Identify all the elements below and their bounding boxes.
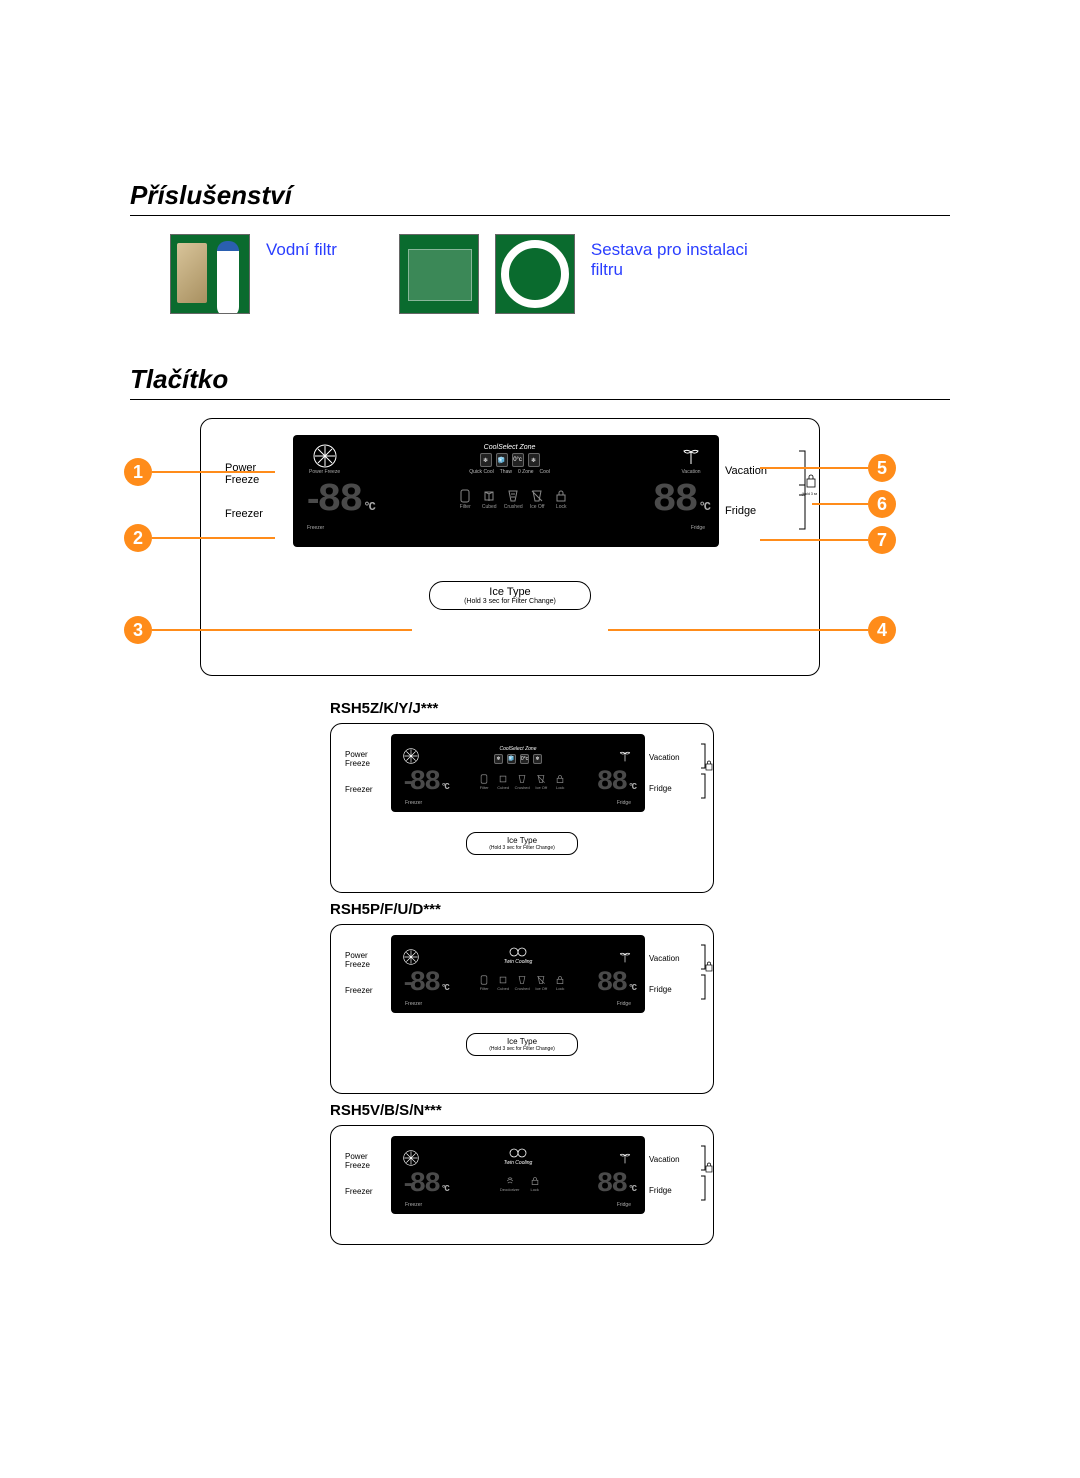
fridge-button[interactable]: Fridge — [725, 505, 795, 517]
panel-display: Power Freeze CoolSelect Zone ❄ 🧊 0°c ❄ Q… — [293, 435, 719, 547]
power-freeze-button[interactable]: Power Freeze — [225, 462, 293, 486]
ice-type-button[interactable]: Ice Type (Hold 3 sec for Filter Change) — [466, 832, 578, 855]
vacation-icon — [617, 748, 633, 764]
lock-icon — [554, 489, 568, 503]
callout-3: 3 — [124, 616, 152, 644]
control-panel-model-1: Power Freeze Freezer CoolSelect Zone ❄ 🧊… — [330, 723, 714, 893]
ice-off-icon — [530, 489, 544, 503]
main-panel-diagram: 1 2 3 5 6 7 4 Power Freeze Freezer Power… — [200, 418, 820, 676]
svg-text:(Hold 3 sec): (Hold 3 sec) — [802, 492, 817, 496]
lock-icon — [530, 1176, 540, 1186]
twin-cooling-icon — [508, 947, 528, 957]
fridge-button[interactable]: Fridge — [649, 1186, 699, 1195]
panel-left-labels: Power Freeze Freezer — [225, 435, 293, 547]
model-label-3: RSH5V/B/S/N*** — [330, 1102, 950, 1119]
crushed-ice-icon — [506, 489, 520, 503]
callout-4: 4 — [868, 616, 896, 644]
vacation-icon — [679, 444, 703, 468]
accessories-row: Vodní filtr Sestava pro instalaci filtru — [170, 234, 950, 314]
fridge-button[interactable]: Fridge — [649, 985, 699, 994]
freezer-button[interactable]: Freezer — [345, 1188, 391, 1197]
model-label-1: RSH5Z/K/Y/J*** — [330, 700, 950, 717]
install-kit-bag-image — [399, 234, 479, 314]
vacation-button[interactable]: Vacation — [649, 753, 699, 762]
callout-1: 1 — [124, 458, 152, 486]
snowflake-icon — [403, 949, 419, 965]
cubed-ice-icon — [482, 489, 496, 503]
section-title-accessories: Příslušenství — [130, 180, 950, 216]
water-filter-image — [170, 234, 250, 314]
snowflake-icon — [403, 1150, 419, 1166]
fridge-button[interactable]: Fridge — [649, 784, 699, 793]
vacation-icon — [617, 1150, 633, 1166]
ice-type-button[interactable]: Ice Type (Hold 3 sec for Filter Change) — [429, 581, 591, 610]
filter-icon — [458, 489, 472, 503]
lock-bracket: (Hold 3 sec) — [797, 449, 817, 531]
freezer-button[interactable]: Freezer — [345, 987, 391, 996]
twin-cooling-icon — [508, 1148, 528, 1158]
vacation-button[interactable]: Vacation — [649, 1155, 699, 1164]
water-filter-label: Vodní filtr — [266, 234, 337, 260]
freezer-temp-display: 88°C — [303, 478, 374, 523]
coolselect-zone: CoolSelect Zone ❄ 🧊 0°c ❄ Quick Cool Tha… — [340, 444, 679, 475]
freezer-button[interactable]: Freezer — [225, 508, 293, 520]
deodorizer-icon — [505, 1176, 515, 1186]
panel-right-labels: Vacation Fridge (Hold 3 sec) — [719, 435, 795, 547]
snowflake-icon — [403, 748, 419, 764]
callout-5: 5 — [868, 454, 896, 482]
power-freeze-button[interactable]: Power Freeze — [345, 1153, 391, 1171]
vacation-button[interactable]: Vacation — [649, 954, 699, 963]
install-kit-coil-image — [495, 234, 575, 314]
callout-2: 2 — [124, 524, 152, 552]
freezer-button[interactable]: Freezer — [345, 786, 391, 795]
display-status-icons: Filter Cubed Crushed Ice Off Lock — [456, 489, 570, 511]
model-label-2: RSH5P/F/U/D*** — [330, 901, 950, 918]
install-kit-label: Sestava pro instalaci filtru — [591, 234, 751, 281]
fridge-temp-display: 88°C — [653, 478, 709, 523]
section-title-button: Tlačítko — [130, 364, 950, 400]
callout-7: 7 — [868, 526, 896, 554]
vacation-icon — [617, 949, 633, 965]
control-panel-model-2: Power Freeze Freezer Twin Cooling 88°C F… — [330, 924, 714, 1094]
snowflake-icon — [313, 444, 337, 468]
power-freeze-button[interactable]: Power Freeze — [345, 751, 391, 769]
ice-type-button[interactable]: Ice Type (Hold 3 sec for Filter Change) — [466, 1033, 578, 1056]
control-panel-model-3: Power Freeze Freezer Twin Cooling 88°C D… — [330, 1125, 714, 1245]
callout-6: 6 — [868, 490, 896, 518]
power-freeze-button[interactable]: Power Freeze — [345, 952, 391, 970]
control-panel-main: Power Freeze Freezer Power Freeze CoolSe… — [200, 418, 820, 676]
